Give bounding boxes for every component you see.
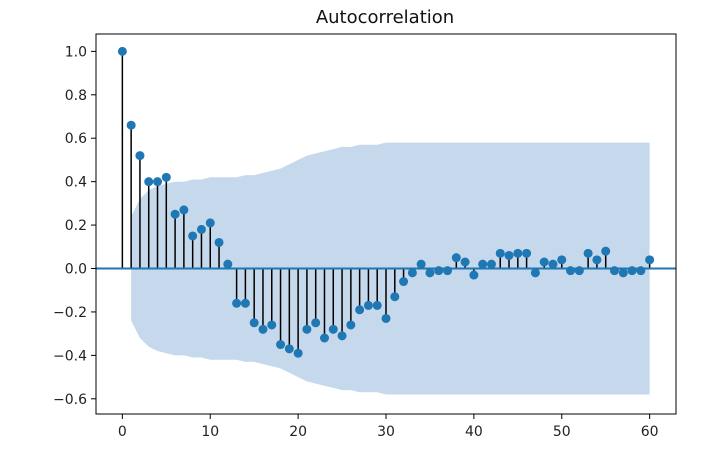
acf-point — [284, 344, 294, 354]
acf-point — [188, 231, 198, 241]
acf-point — [566, 266, 576, 276]
acf-point — [161, 172, 171, 182]
x-tick-label: 20 — [289, 424, 307, 440]
acf-point — [636, 266, 646, 276]
acf-point — [337, 331, 347, 341]
acf-point — [460, 257, 470, 267]
acf-point — [381, 313, 391, 323]
acf-point — [346, 320, 356, 330]
acf-point — [144, 177, 154, 187]
acf-point — [557, 255, 567, 265]
acf-point — [223, 259, 233, 269]
y-tick-label: 1.0 — [65, 44, 87, 60]
acf-point — [170, 209, 180, 219]
acf-point — [407, 268, 417, 278]
acf-point — [240, 298, 250, 308]
acf-point — [513, 248, 523, 258]
acf-point — [258, 324, 268, 334]
acf-point — [583, 248, 593, 258]
x-tick-label: 0 — [118, 424, 127, 440]
markers-layer — [117, 46, 655, 358]
acf-point — [609, 266, 619, 276]
acf-point — [645, 255, 655, 265]
acf-point — [574, 266, 584, 276]
x-tick-label: 60 — [641, 424, 659, 440]
acf-point — [443, 266, 453, 276]
acf-point — [495, 248, 505, 258]
acf-point — [548, 259, 558, 269]
acf-point — [249, 318, 259, 328]
acf-point — [451, 253, 461, 263]
acf-point — [179, 205, 189, 215]
acf-point — [372, 300, 382, 310]
x-tick-label: 50 — [553, 424, 571, 440]
acf-point — [399, 277, 409, 287]
acf-point — [293, 348, 303, 358]
acf-point — [363, 300, 373, 310]
acf-point — [205, 218, 215, 228]
acf-point — [539, 257, 549, 267]
y-tick-label: −0.4 — [53, 348, 87, 364]
acf-point — [618, 268, 628, 278]
acf-point — [530, 268, 540, 278]
acf-point — [214, 237, 224, 247]
acf-point — [196, 224, 206, 234]
y-axis: 1.0 0.8 0.6 0.4 0.2 0.0 −0.2 −0.4 −0.6 — [53, 44, 96, 408]
acf-point — [504, 250, 514, 260]
acf-point — [416, 259, 426, 269]
acf-point — [276, 340, 286, 350]
y-tick-label: 0.8 — [65, 88, 87, 104]
acf-point — [434, 266, 444, 276]
acf-point — [153, 177, 163, 187]
y-tick-label: 0.0 — [65, 262, 87, 278]
y-tick-label: −0.2 — [53, 305, 87, 321]
stems-layer — [121, 51, 651, 354]
acf-point — [486, 259, 496, 269]
y-tick-label: 0.2 — [65, 218, 87, 234]
acf-point — [126, 120, 136, 130]
y-tick-label: 0.4 — [65, 175, 87, 191]
acf-point — [117, 46, 127, 56]
x-axis: 0 10 20 30 40 50 60 — [118, 414, 659, 440]
acf-point — [302, 324, 312, 334]
acf-point — [135, 151, 145, 161]
y-tick-label: 0.6 — [65, 131, 87, 147]
acf-point — [390, 292, 400, 302]
chart-title: Autocorrelation — [316, 7, 454, 28]
acf-point — [469, 270, 479, 280]
acf-point — [355, 305, 365, 315]
acf-point — [627, 266, 637, 276]
acf-point — [425, 268, 435, 278]
acf-point — [478, 259, 488, 269]
acf-point — [328, 324, 338, 334]
acf-point — [311, 318, 321, 328]
acf-point — [319, 333, 329, 343]
x-tick-label: 30 — [377, 424, 395, 440]
acf-point — [267, 320, 277, 330]
acf-point — [601, 246, 611, 256]
x-tick-label: 40 — [465, 424, 483, 440]
acf-point — [522, 248, 532, 258]
x-tick-label: 10 — [201, 424, 219, 440]
y-tick-label: −0.6 — [53, 392, 87, 408]
acf-point — [232, 298, 242, 308]
acf-point — [592, 255, 602, 265]
